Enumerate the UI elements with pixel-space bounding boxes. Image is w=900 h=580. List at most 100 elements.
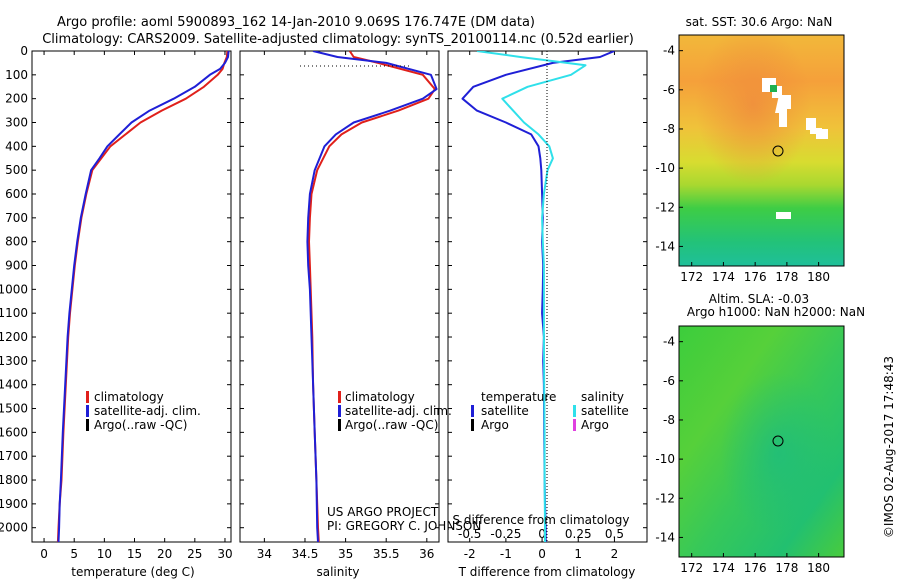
depth-tick-label: 200 <box>5 92 28 106</box>
depth-tick-label: 1000 <box>0 282 28 296</box>
map-y-tick-label: -14 <box>655 530 675 544</box>
map-y-tick-label: -4 <box>663 335 675 349</box>
s-difference-tick-label: -0.25 <box>490 527 521 541</box>
map-y-tick-label: -8 <box>663 122 675 136</box>
x-tick-label: 36 <box>419 547 434 561</box>
legend-label-s-satellite: satellite <box>581 404 629 418</box>
s-difference-tick-label: -0.5 <box>458 527 481 541</box>
legend-swatch-satellite <box>338 405 341 417</box>
legend-label-argo: Argo(..raw -QC) <box>94 418 187 432</box>
sst-map <box>678 34 860 267</box>
x-tick-label: 35.5 <box>373 547 400 561</box>
salinity-legend: climatology satellite-adj. clim. Argo(..… <box>338 390 452 432</box>
depth-tick-label: 1300 <box>0 354 28 368</box>
legend-swatch-argo <box>86 419 89 431</box>
depth-tick-label: 1900 <box>0 497 28 511</box>
depth-tick-label: 0 <box>20 44 28 58</box>
legend-label-satellite: satellite-adj. clim. <box>94 404 201 418</box>
map-x-tick-label: 178 <box>775 561 798 575</box>
sla-low-patch <box>679 326 844 557</box>
map-x-tick-label: 172 <box>680 270 703 284</box>
imos-timestamp-label: ©IMOS 02-Aug-2017 17:48:43 <box>882 356 896 538</box>
x-tick-label: -2 <box>464 547 476 561</box>
depth-tick-label: 400 <box>5 139 28 153</box>
pi-credit: PI: GREGORY C. JOHNSON <box>327 519 481 533</box>
sla-map-frame <box>678 325 845 558</box>
map-y-tick-label: -12 <box>655 200 675 214</box>
map-y-tick-label: -10 <box>655 161 675 175</box>
depth-tick-label: 900 <box>5 259 28 273</box>
x-tick-label: 1 <box>574 547 582 561</box>
map-y-tick-label: -6 <box>663 374 675 388</box>
x-tick-label: 30 <box>217 547 232 561</box>
x-tick-label: 34.5 <box>292 547 319 561</box>
series-line-satellite <box>461 51 615 542</box>
s-difference-axis-label: S difference from climatology <box>453 513 630 527</box>
legend-label-s-argo: Argo <box>581 418 609 432</box>
legend-swatch-climatology <box>338 391 341 403</box>
series-line-sal_satellite <box>476 51 587 542</box>
sla-map-axes: 172 174 176 178 180 -4 -6 -8 -10 -12 -14 <box>655 335 830 575</box>
legend-swatch-s-satellite <box>573 405 576 417</box>
depth-tick-label: 2000 <box>0 521 28 535</box>
salinity-x-axis: 34 34.5 35 35.5 36 <box>257 51 434 561</box>
legend-swatch-t-argo <box>471 419 474 431</box>
temperature-legend: climatology satellite-adj. clim. Argo(..… <box>86 390 201 432</box>
map-x-tick-label: 174 <box>712 561 735 575</box>
x-tick-label: 0 <box>40 547 48 561</box>
difference-x-axis: -2 -1 0 1 2 -0.5 -0.25 0 0.25 0.5 <box>458 51 624 561</box>
legend-label-argo: Argo(..raw -QC) <box>345 418 438 432</box>
depth-tick-label: 1800 <box>0 473 28 487</box>
x-tick-label: 0 <box>538 547 546 561</box>
map-x-tick-label: 172 <box>680 561 703 575</box>
temperature-series <box>56 51 230 542</box>
series-line-climatology <box>56 51 229 542</box>
map-x-tick-label: 174 <box>712 270 735 284</box>
sla-profile-location-marker <box>772 435 784 447</box>
sst-map-frame <box>678 34 845 267</box>
series-line-satellite <box>306 51 438 542</box>
legend-swatch-climatology <box>86 391 89 403</box>
legend-heading-temperature: temperature <box>481 390 556 404</box>
depth-tick-label: 1400 <box>0 378 28 392</box>
sla-map-title-line-2: Argo h1000: NaN h2000: NaN <box>687 305 865 319</box>
temperature-panel-frame <box>31 50 232 543</box>
sst-map-axes: 172 174 176 178 180 -4 -6 -8 -10 -12 -14 <box>655 44 830 284</box>
depth-tick-label: 100 <box>5 68 28 82</box>
depth-tick-label: 500 <box>5 163 28 177</box>
s-difference-tick-label: 0.25 <box>565 527 592 541</box>
depth-tick-label: 1500 <box>0 402 28 416</box>
difference-series <box>461 51 615 542</box>
difference-legend: temperature satellite Argo salinity sate… <box>471 390 629 432</box>
sst-cold-pixel <box>770 85 777 92</box>
legend-swatch-argo <box>338 419 341 431</box>
series-line-climatology <box>308 51 436 542</box>
sla-map-title-line-1: Altim. SLA: -0.03 <box>709 292 809 306</box>
x-tick-label: -1 <box>500 547 512 561</box>
legend-swatch-t-satellite <box>471 405 474 417</box>
s-difference-tick-label: 0.5 <box>605 527 624 541</box>
salinity-series <box>306 51 438 542</box>
x-tick-label: 15 <box>127 547 142 561</box>
sla-no-data-strip <box>844 326 860 557</box>
map-y-tick-label: -6 <box>663 83 675 97</box>
salinity-panel-frame <box>239 50 440 543</box>
depth-tick-label: 700 <box>5 211 28 225</box>
temperature-axis-label: temperature (deg C) <box>71 565 194 579</box>
legend-label-satellite: satellite-adj. clim. <box>345 404 452 418</box>
legend-swatch-satellite <box>86 405 89 417</box>
x-tick-label: 34 <box>257 547 272 561</box>
legend-label-t-satellite: satellite <box>481 404 529 418</box>
s-difference-tick-label: 0 <box>538 527 546 541</box>
salinity-axis-label: salinity <box>316 565 359 579</box>
map-y-tick-label: -4 <box>663 44 675 58</box>
temperature-x-axis: 0 5 10 15 20 25 30 <box>40 51 233 561</box>
legend-heading-salinity: salinity <box>581 390 624 404</box>
sst-cloud-mask <box>776 212 791 219</box>
map-x-tick-label: 176 <box>744 561 767 575</box>
title-line-2: Climatology: CARS2009. Satellite-adjuste… <box>42 32 634 47</box>
map-y-tick-label: -8 <box>663 413 675 427</box>
depth-tick-label: 800 <box>5 235 28 249</box>
x-tick-label: 35 <box>338 547 353 561</box>
